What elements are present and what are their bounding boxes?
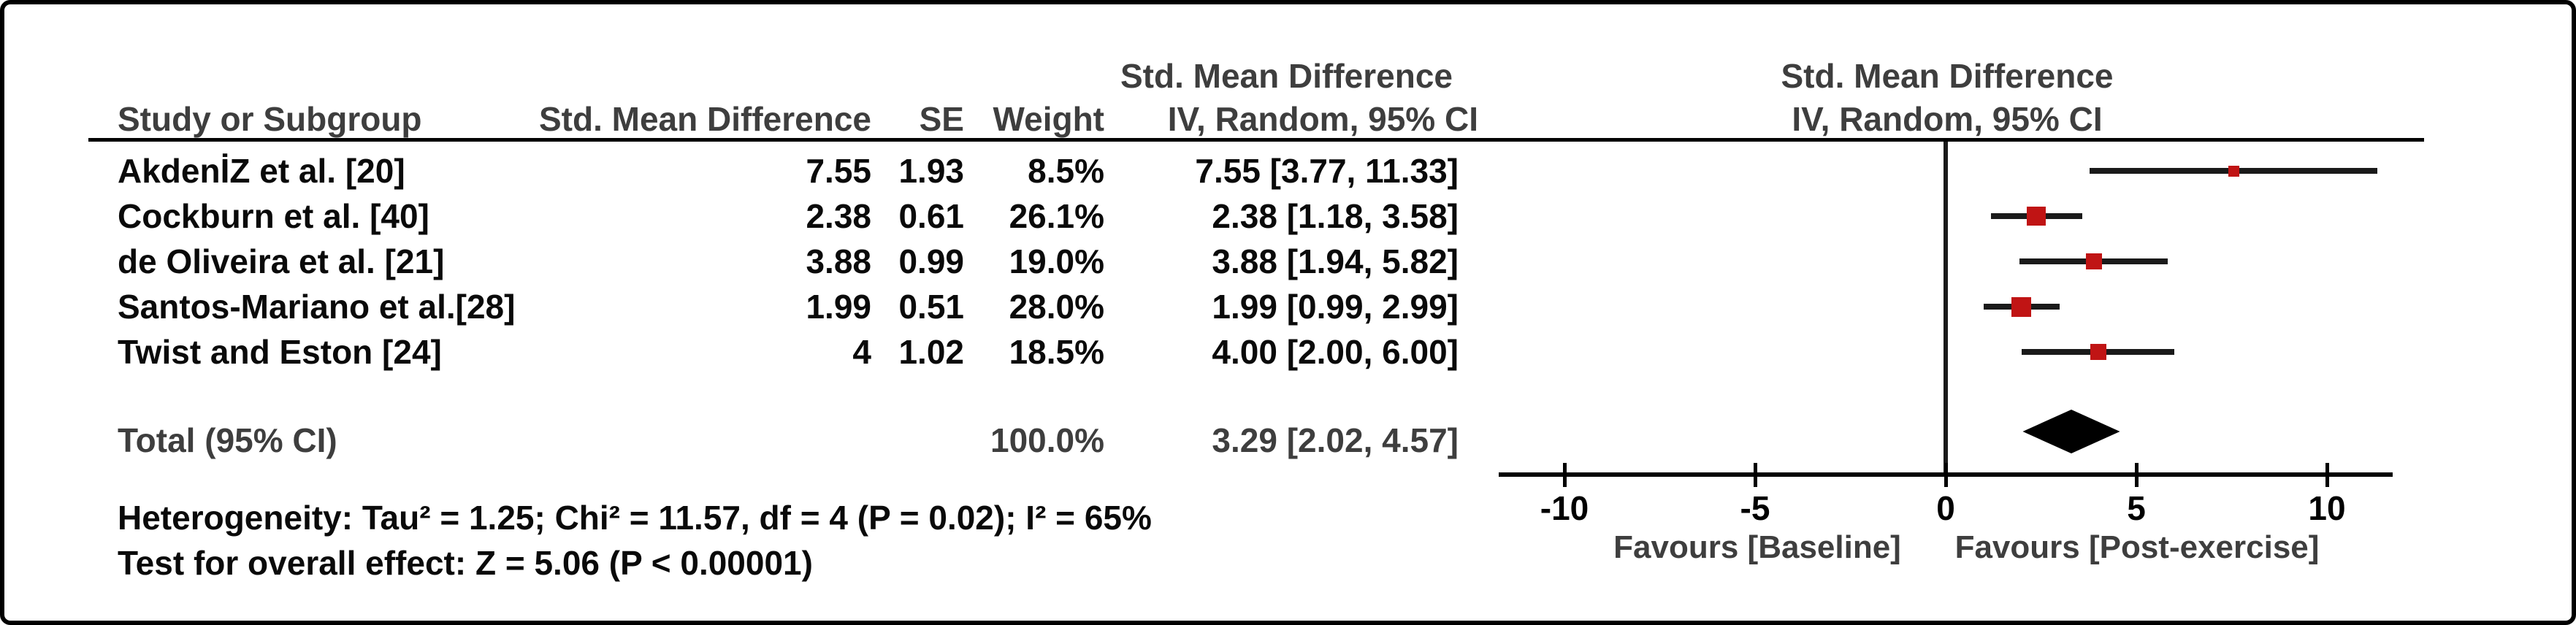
header-ci-column-line2: IV, Random, 95% CI (1167, 100, 1478, 138)
study-effect-marker (2228, 165, 2239, 177)
axis-tick-label: -10 (1540, 489, 1589, 527)
overall-effect-text: Test for overall effect: Z = 5.06 (P < 0… (118, 544, 813, 582)
study-ci: 2.38 [1.18, 3.58] (1212, 197, 1459, 235)
study-name: AkdenİZ et al. [20] (118, 152, 405, 190)
heterogeneity-text: Heterogeneity: Tau² = 1.25; Chi² = 11.57… (118, 499, 1152, 537)
header-ci-column-line1: Std. Mean Difference (1120, 57, 1453, 95)
study-ci: 1.99 [0.99, 2.99] (1212, 288, 1459, 326)
header-plot-line2: IV, Random, 95% CI (1792, 100, 2103, 138)
axis-tick-label: -5 (1740, 489, 1770, 527)
study-name: Santos-Mariano et al.[28] (118, 288, 516, 326)
axis-tick-label: 0 (1936, 489, 1955, 527)
header-smd-column: Std. Mean Difference (539, 100, 871, 138)
axis-tick (1562, 463, 1567, 487)
header-weight-column: Weight (993, 100, 1104, 138)
study-weight: 26.1% (1009, 197, 1104, 235)
study-ci: 4.00 [2.00, 6.00] (1212, 333, 1459, 371)
header-rule (88, 138, 2424, 142)
study-name: de Oliveira et al. [21] (118, 242, 445, 280)
axis-tick (1944, 463, 1948, 487)
study-smd: 3.88 (806, 242, 871, 280)
study-weight: 8.5% (1028, 152, 1104, 190)
header-plot-line1: Std. Mean Difference (1781, 57, 2114, 95)
header-se-column: SE (919, 100, 964, 138)
header-study-or-subgroup: Study or Subgroup (118, 100, 422, 138)
total-weight: 100.0% (990, 421, 1104, 459)
favours-left-label: Favours [Baseline] (1613, 529, 1901, 565)
study-effect-marker (2090, 344, 2106, 360)
total-ci: 3.29 [2.02, 4.57] (1212, 421, 1459, 459)
study-se: 0.61 (898, 197, 964, 235)
study-se: 1.02 (898, 333, 964, 371)
axis-tick (2325, 463, 2329, 487)
axis-tick (1753, 463, 1757, 487)
study-se: 1.93 (898, 152, 964, 190)
study-effect-marker (2085, 253, 2102, 269)
axis-tick-label: 10 (2308, 489, 2346, 527)
zero-reference-line (1944, 142, 1948, 474)
study-smd: 4 (852, 333, 871, 371)
favours-right-label: Favours [Post-exercise] (1954, 529, 2320, 565)
study-name: Cockburn et al. [40] (118, 197, 429, 235)
study-smd: 2.38 (806, 197, 871, 235)
study-effect-marker (2011, 296, 2032, 317)
study-smd: 7.55 (806, 152, 871, 190)
study-se: 0.99 (898, 242, 964, 280)
study-se: 0.51 (898, 288, 964, 326)
study-weight: 18.5% (1009, 333, 1104, 371)
total-effect-diamond (2022, 410, 2120, 453)
study-weight: 19.0% (1009, 242, 1104, 280)
study-name: Twist and Eston [24] (118, 333, 442, 371)
study-weight: 28.0% (1009, 288, 1104, 326)
total-label: Total (95% CI) (118, 421, 337, 459)
study-ci: 3.88 [1.94, 5.82] (1212, 242, 1459, 280)
study-effect-marker (2027, 207, 2046, 226)
study-smd: 1.99 (806, 288, 871, 326)
study-ci: 7.55 [3.77, 11.33] (1195, 152, 1459, 190)
axis-tick (2134, 463, 2139, 487)
axis-tick-label: 5 (2127, 489, 2146, 527)
